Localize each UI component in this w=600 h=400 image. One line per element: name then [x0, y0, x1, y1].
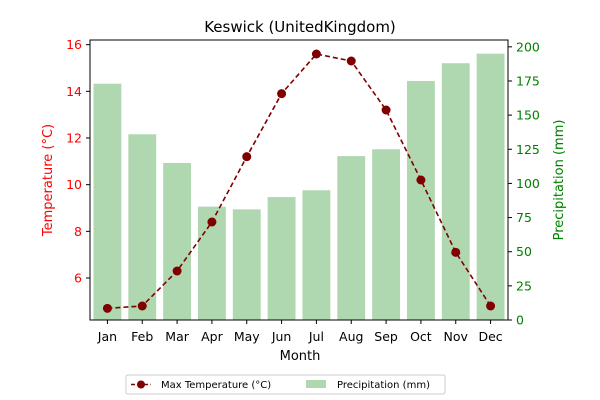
- right-tick-label: 175: [516, 73, 540, 88]
- legend-label-precipitation: Precipitation (mm): [337, 380, 430, 391]
- x-tick-label-apr: Apr: [201, 329, 223, 344]
- precipitation-bar-may: [232, 209, 261, 320]
- temperature-point-sep: [381, 105, 391, 115]
- temperature-line: [107, 53, 492, 310]
- legend-line-marker: [137, 380, 145, 389]
- left-tick-label: 12: [66, 131, 82, 146]
- precipitation-bar-jul: [302, 190, 331, 320]
- temperature-point-jun: [277, 89, 287, 99]
- temperature-point-mar: [172, 266, 182, 276]
- right-tick-label: 150: [516, 108, 540, 123]
- precipitation-bar-sep: [372, 149, 401, 320]
- precipitation-bar-aug: [337, 156, 366, 320]
- x-tick-label-aug: Aug: [339, 329, 363, 344]
- temperature-point-apr: [207, 217, 217, 227]
- legend-frame: [125, 374, 446, 395]
- x-tick-label-oct: Oct: [410, 329, 432, 344]
- temperature-point-jan: [102, 303, 112, 313]
- x-tick-label-feb: Feb: [131, 329, 153, 344]
- temperature-line-series: [102, 49, 496, 313]
- precipitation-bar-mar: [163, 162, 192, 320]
- precipitation-bar-jan: [93, 83, 122, 321]
- x-tick-label-jan: Jan: [97, 329, 117, 344]
- left-tick-label: 16: [66, 37, 82, 52]
- precipitation-bar-feb: [128, 134, 157, 320]
- right-tick-label: 25: [516, 278, 532, 293]
- legend-bar-swatch: [306, 380, 326, 388]
- x-tick-label-mar: Mar: [165, 329, 189, 344]
- x-tick-label-jun: Jun: [271, 329, 292, 344]
- left-y-axis: 6 8 10 12 14 16: [66, 37, 90, 286]
- left-tick-label: 10: [66, 177, 82, 192]
- left-tick-label: 8: [74, 224, 82, 239]
- right-tick-label: 0: [516, 313, 524, 328]
- x-tick-label-may: May: [234, 329, 260, 344]
- right-tick-label: 100: [516, 176, 540, 191]
- left-y-axis-label: Temperature (°C): [41, 124, 56, 237]
- right-y-axis: 0 25 50 75 100 125 150 175 200: [508, 39, 540, 328]
- temperature-point-feb: [137, 301, 147, 311]
- right-tick-label: 50: [516, 244, 532, 259]
- right-tick-label: 200: [516, 39, 540, 54]
- temperature-point-oct: [416, 175, 426, 185]
- left-tick-label: 14: [66, 84, 82, 99]
- legend-label-temperature: Max Temperature (°C): [161, 380, 271, 391]
- temperature-point-jul: [311, 49, 321, 59]
- precipitation-bar-jun: [267, 197, 296, 320]
- precipitation-bar-dec: [476, 53, 505, 320]
- temperature-point-may: [242, 152, 252, 162]
- x-axis: Jan Feb Mar Apr May Jun Jul Aug Sep Oct Nov Dec: [97, 320, 503, 344]
- x-tick-label-nov: Nov: [444, 329, 469, 344]
- x-tick-label-jul: Jul: [308, 329, 324, 344]
- legend: Max Temperature (°C) Precipitation (mm): [125, 374, 446, 395]
- left-tick-label: 6: [74, 271, 82, 286]
- chart-title: Keswick (UnitedKingdom): [204, 18, 396, 36]
- temperature-point-aug: [346, 56, 356, 66]
- right-y-axis-label: Precipitation (mm): [552, 120, 567, 241]
- x-tick-label-dec: Dec: [478, 329, 502, 344]
- precipitation-bar-nov: [441, 63, 470, 320]
- x-tick-label-sep: Sep: [374, 329, 398, 344]
- precipitation-bars: [93, 53, 505, 321]
- right-tick-label: 75: [516, 210, 532, 225]
- temperature-point-dec: [486, 301, 496, 311]
- x-axis-label: Month: [280, 349, 321, 364]
- plot-area-frame: [89, 39, 509, 321]
- temperature-point-nov: [451, 247, 461, 257]
- right-tick-label: 125: [516, 142, 540, 157]
